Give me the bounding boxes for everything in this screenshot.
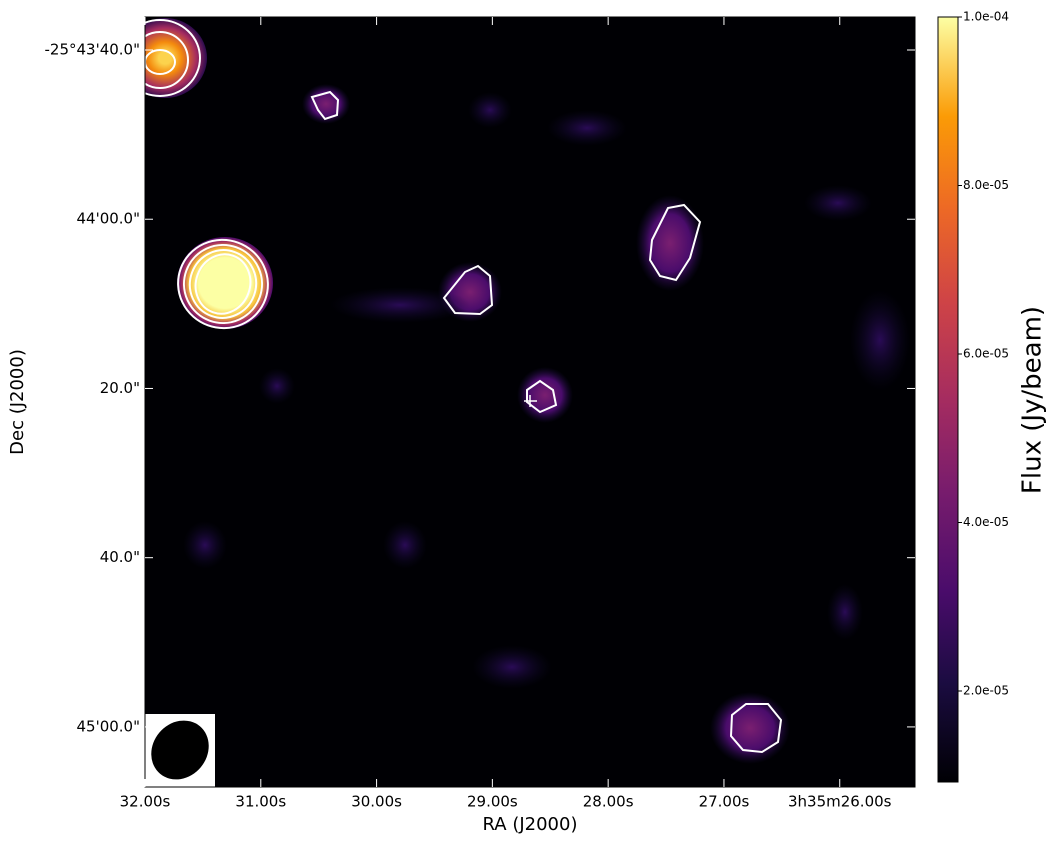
y-tick-label: 44'00.0" — [76, 210, 140, 228]
colorbar-tick-label: 2.0e-05 — [963, 684, 1009, 698]
colorbar-tick-label: 4.0e-05 — [963, 515, 1009, 529]
contours — [145, 19, 783, 754]
x-tick-label: 27.00s — [699, 793, 750, 811]
y-tick-label: 40.0" — [100, 548, 140, 566]
sky-image — [145, 17, 915, 787]
beam — [151, 720, 209, 780]
colorbar — [937, 16, 959, 783]
x-tick-label: 28.00s — [583, 793, 634, 811]
y-axis-label: Dec (J2000) — [7, 349, 28, 455]
y-tick-label: 20.0" — [100, 379, 140, 397]
x-tick-label: 32.00s — [120, 793, 171, 811]
y-tick-label: -25°43'40.0" — [44, 41, 140, 59]
marker — [524, 395, 537, 407]
plot-frame — [144, 16, 916, 788]
colorbar-tick-label: 1.0e-04 — [963, 10, 1009, 24]
y-tick-label: 45'00.0" — [76, 717, 140, 735]
x-tick-label: 3h35m26.00s — [788, 793, 892, 811]
colorbar-tick-label: 8.0e-05 — [963, 178, 1009, 192]
x-tick-label: 31.00s — [235, 793, 286, 811]
colorbar-label: Flux (Jy/beam) — [1018, 306, 1048, 494]
x-tick-label: 29.00s — [467, 793, 518, 811]
x-axis-label: RA (J2000) — [483, 814, 578, 835]
colorbar-tick-label: 6.0e-05 — [963, 347, 1009, 361]
x-tick-label: 30.00s — [351, 793, 402, 811]
